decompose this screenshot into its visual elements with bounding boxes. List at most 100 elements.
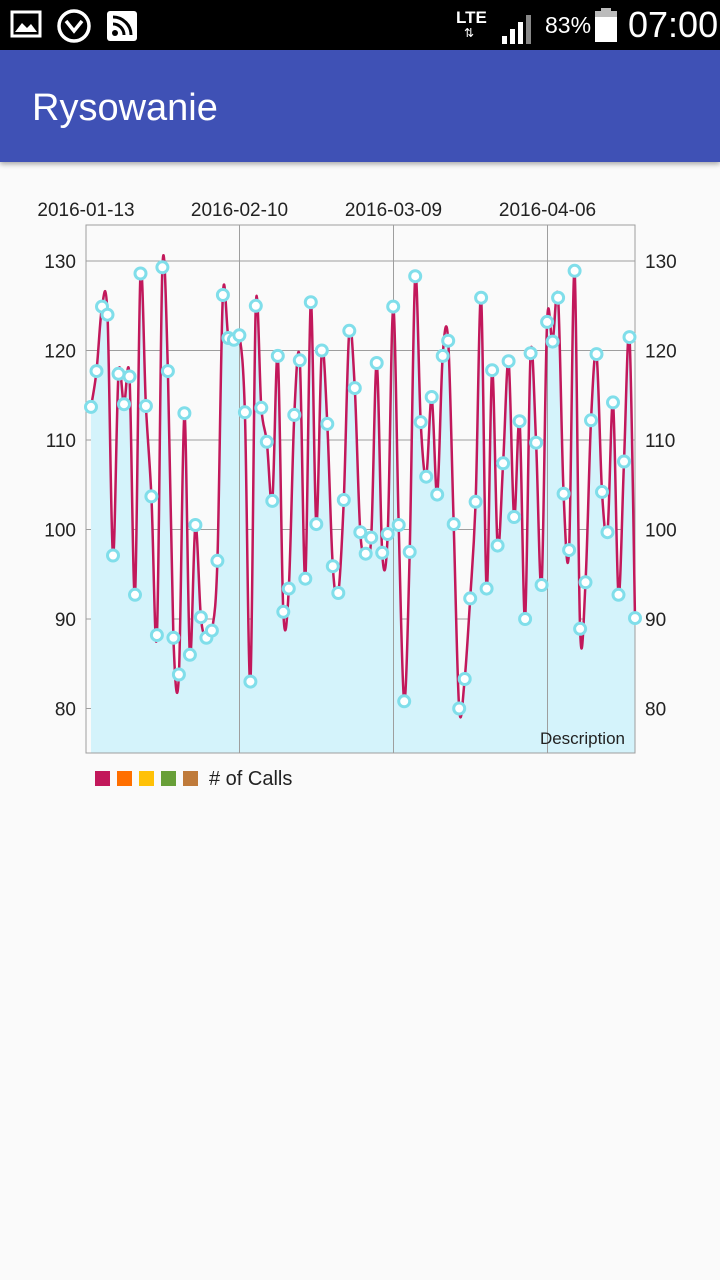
data-point xyxy=(237,405,252,420)
data-point xyxy=(287,407,302,422)
data-point xyxy=(100,307,115,322)
data-point xyxy=(567,263,582,278)
data-point xyxy=(490,538,505,553)
data-point xyxy=(501,354,516,369)
data-point xyxy=(391,518,406,532)
data-point xyxy=(611,587,626,602)
data-point xyxy=(430,487,445,502)
data-point xyxy=(424,390,439,404)
data-point xyxy=(397,694,412,709)
data-point xyxy=(386,299,401,314)
legend-swatch xyxy=(183,771,198,786)
data-point xyxy=(160,364,175,379)
data-point xyxy=(292,353,307,368)
image-icon xyxy=(10,10,42,38)
data-point xyxy=(628,611,642,626)
x-tick-label: 2016-04-06 xyxy=(499,200,596,221)
y-tick-label-right: 90 xyxy=(645,610,666,631)
data-point xyxy=(149,628,164,643)
data-point xyxy=(545,334,560,349)
app-bar: Rysowanie xyxy=(0,50,720,162)
y-tick-label-left: 80 xyxy=(55,700,76,721)
data-point xyxy=(166,630,181,645)
data-point xyxy=(188,518,203,532)
data-point xyxy=(457,672,472,686)
x-tick-label: 2016-01-13 xyxy=(37,200,134,221)
data-point xyxy=(622,330,637,345)
data-point xyxy=(606,395,620,410)
line-chart[interactable]: 2016-01-13 2016-02-10 2016-03-09 2016-04-06… xyxy=(0,190,720,810)
data-point xyxy=(270,348,285,363)
data-point xyxy=(177,406,192,421)
y-tick-label-left: 120 xyxy=(44,342,76,363)
data-point xyxy=(254,400,269,415)
data-point xyxy=(182,647,197,662)
data-point xyxy=(617,454,631,469)
data-point xyxy=(122,369,137,384)
data-point xyxy=(600,525,615,540)
data-point xyxy=(380,527,395,541)
data-point xyxy=(106,548,120,563)
data-point xyxy=(325,559,340,574)
data-point xyxy=(117,397,131,412)
data-point xyxy=(259,434,274,449)
data-point xyxy=(485,363,500,378)
data-point xyxy=(298,571,313,586)
data-point xyxy=(215,288,230,302)
legend-swatch xyxy=(117,771,132,786)
data-point xyxy=(589,347,604,362)
data-point xyxy=(342,323,357,338)
data-point xyxy=(463,591,478,606)
data-point xyxy=(551,290,566,305)
legend-swatch xyxy=(95,771,110,786)
y-tick-label-left: 90 xyxy=(55,610,76,631)
data-point xyxy=(413,415,428,430)
data-point xyxy=(408,269,423,284)
data-point xyxy=(128,587,142,602)
x-tick-label: 2016-02-10 xyxy=(191,200,288,221)
data-point xyxy=(193,610,208,625)
data-point xyxy=(573,621,588,636)
data-point xyxy=(171,667,186,682)
y-tick-label-right: 120 xyxy=(645,342,677,363)
data-point xyxy=(314,343,329,358)
y-tick-label-left: 110 xyxy=(46,431,76,452)
legend-label: # of Calls xyxy=(209,768,293,790)
data-point xyxy=(210,553,225,568)
data-point xyxy=(518,612,533,626)
data-point xyxy=(133,266,148,281)
data-point xyxy=(534,578,549,592)
battery-icon xyxy=(595,8,617,42)
y-tick-label-right: 110 xyxy=(645,431,675,452)
data-point xyxy=(369,356,384,370)
signal-icon xyxy=(502,15,531,44)
status-bar: LTE ⇅ 83% 07:00 xyxy=(0,0,720,50)
area-fill xyxy=(91,255,635,753)
legend-swatch xyxy=(139,771,154,786)
y-tick-label-right: 80 xyxy=(645,700,666,721)
plot-border xyxy=(85,224,636,754)
y-tick-label-left: 100 xyxy=(44,521,76,542)
data-point xyxy=(336,493,351,507)
data-point xyxy=(89,364,104,379)
data-point xyxy=(111,366,126,381)
data-point xyxy=(507,510,522,524)
data-point xyxy=(584,413,598,428)
data-point xyxy=(204,623,219,638)
y-tick-label-right: 130 xyxy=(645,252,677,273)
data-point xyxy=(578,575,593,590)
data-point xyxy=(281,581,296,596)
data-point xyxy=(474,290,489,305)
battery-percentage: 83% xyxy=(545,12,592,38)
data-point xyxy=(375,545,390,560)
data-point xyxy=(419,469,434,484)
data-point xyxy=(479,581,494,596)
data-point xyxy=(556,486,571,501)
data-point xyxy=(232,328,247,343)
y-tick-label-right: 100 xyxy=(645,521,677,542)
data-point xyxy=(358,546,373,561)
data-point xyxy=(446,517,461,532)
data-point xyxy=(248,298,263,313)
data-point xyxy=(435,348,450,363)
chart-canvas[interactable]: 2016-01-13 2016-02-10 2016-03-09 2016-04-06… xyxy=(0,190,720,810)
